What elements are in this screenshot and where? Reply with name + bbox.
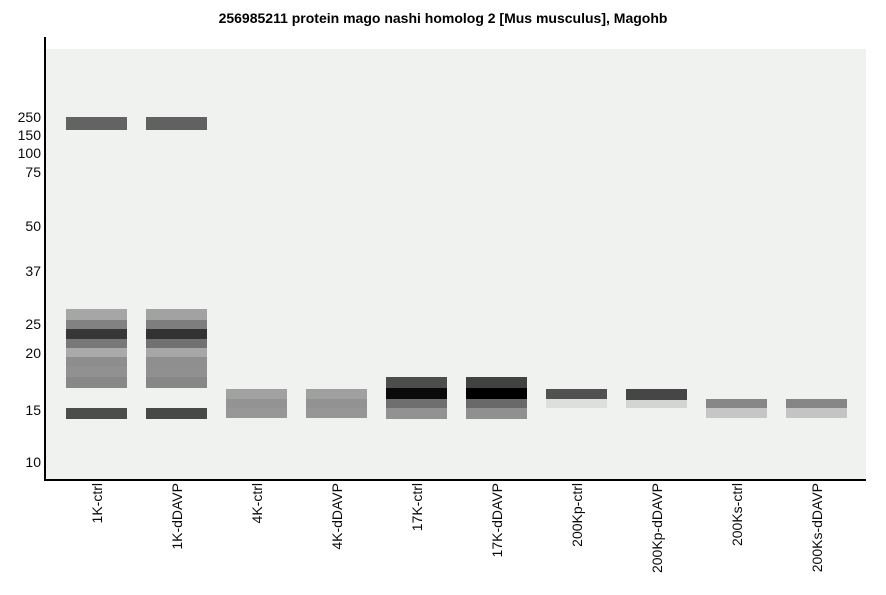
lane-label: 17K-dDAVP (488, 483, 505, 558)
gel-band (146, 309, 207, 320)
gel-band (66, 377, 127, 388)
gel-band (146, 329, 207, 339)
gel-band (146, 348, 207, 357)
gel-band (306, 408, 367, 418)
gel-band (66, 367, 127, 377)
y-tick-label: 150 (17, 127, 41, 143)
x-axis-line (44, 479, 866, 481)
gel-band (466, 377, 527, 388)
lane-label: 1K-dDAVP (168, 483, 185, 550)
gel-band (386, 408, 447, 419)
y-tick-label: 75 (25, 164, 41, 180)
gel-band (226, 389, 287, 399)
gel-band (306, 399, 367, 408)
y-tick-label: 15 (25, 402, 41, 418)
gel-band (146, 377, 207, 388)
y-tick-label: 25 (25, 316, 41, 332)
y-tick-label: 37 (25, 263, 41, 279)
gel-band (786, 399, 847, 408)
gel-band (66, 309, 127, 320)
gel-band (626, 400, 687, 408)
figure-title: 256985211 protein mago nashi homolog 2 [… (218, 10, 668, 26)
y-tick-label: 250 (17, 109, 41, 125)
y-axis-line (44, 37, 46, 481)
gel-band (146, 357, 207, 367)
y-tick-label: 50 (25, 218, 41, 234)
gel-band (146, 320, 207, 329)
gel-band (306, 389, 367, 399)
lane-label: 1K-ctrl (88, 483, 105, 524)
lane-label: 200Ks-dDAVP (808, 483, 825, 573)
gel-band (466, 408, 527, 419)
y-tick-label: 20 (25, 345, 41, 361)
gel-band (66, 117, 127, 130)
gel-band (546, 399, 607, 408)
gel-band (706, 399, 767, 408)
gel-band (146, 117, 207, 130)
gel-band (66, 357, 127, 367)
gel-band (386, 388, 447, 399)
gel-band (66, 339, 127, 348)
gel-band (146, 408, 207, 419)
gel-band (146, 367, 207, 377)
gel-band (786, 408, 847, 418)
lane-label: 4K-dDAVP (328, 483, 345, 550)
gel-band (706, 408, 767, 418)
lane-label: 17K-ctrl (408, 483, 425, 532)
gel-band (66, 329, 127, 339)
gel-band (146, 339, 207, 348)
gel-band (626, 389, 687, 400)
lane-label: 4K-ctrl (248, 483, 265, 524)
gel-band (226, 399, 287, 408)
lane-label: 200Ks-ctrl (728, 483, 745, 547)
lane-label: 200Kp-ctrl (568, 483, 585, 547)
gel-band (386, 377, 447, 388)
gel-band (546, 389, 607, 399)
gel-band (66, 348, 127, 357)
y-tick-label: 10 (25, 454, 41, 470)
gel-band (386, 399, 447, 408)
gel-band (466, 399, 527, 408)
gel-band (66, 320, 127, 329)
lane-label: 200Kp-dDAVP (648, 483, 665, 574)
gel-band (226, 408, 287, 418)
y-tick-label: 100 (17, 145, 41, 161)
gel-band (466, 388, 527, 399)
gel-band (66, 408, 127, 419)
